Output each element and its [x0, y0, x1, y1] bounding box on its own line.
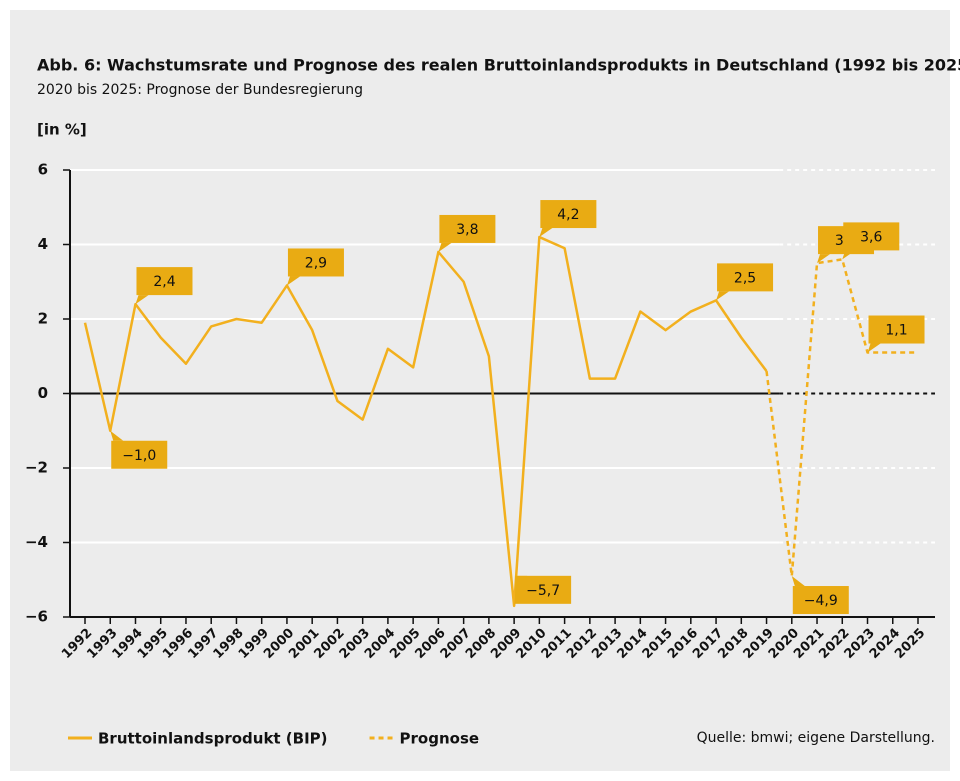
data-label: 2,5: [734, 270, 756, 286]
data-label: 3,8: [456, 222, 478, 238]
chart-title: Abb. 6: Wachstumsrate und Prognose des r…: [37, 56, 960, 75]
label-box: [136, 267, 193, 296]
label-pointer: [438, 242, 452, 252]
data-label: 2,4: [153, 274, 175, 290]
series-line: [83, 235, 768, 608]
y-tick-label: −4: [25, 533, 48, 551]
label-pointer: [791, 576, 805, 587]
data-label: −5,7: [526, 583, 560, 599]
label-box: [287, 248, 344, 277]
y-axis-label: [in %]: [37, 121, 87, 139]
y-tick-label: 0: [38, 384, 48, 402]
data-label: 4,2: [557, 207, 579, 223]
label-pointer: [817, 254, 831, 264]
series-line: [765, 258, 918, 578]
label-pointer: [286, 276, 300, 286]
label-pointer: [842, 250, 856, 260]
label-box: [843, 222, 900, 251]
data-label: 2,9: [305, 255, 327, 271]
label-box: [439, 214, 496, 243]
label-box: [717, 263, 774, 292]
source: Quelle: bmwi; eigene Darstellung.: [697, 730, 935, 746]
label-pointer: [867, 343, 881, 353]
y-tick-label: 4: [38, 235, 48, 253]
label-box: [540, 200, 597, 229]
panel: [10, 10, 950, 771]
legend-label: Prognose: [400, 730, 480, 748]
label-pointer: [716, 291, 730, 301]
y-tick-label: 6: [38, 161, 48, 179]
y-tick-label: −2: [25, 459, 48, 477]
data-label: 3,6: [860, 229, 882, 245]
label-pointer: [110, 430, 124, 441]
data-label: −4,9: [804, 593, 838, 609]
legend-label: Bruttoinlandsprodukt (BIP): [98, 730, 328, 748]
data-label: 1,1: [885, 323, 907, 339]
data-label: −1,0: [122, 448, 156, 464]
label-pointer: [135, 295, 149, 305]
label-box: [515, 575, 572, 604]
chart-subtitle: 2020 bis 2025: Prognose der Bundesregier…: [37, 82, 363, 98]
label-box: [792, 586, 849, 615]
label-pointer: [539, 228, 553, 238]
label-box: [111, 440, 168, 469]
label-box: [868, 315, 925, 344]
y-tick-label: 2: [38, 310, 48, 328]
y-tick-label: −6: [25, 608, 48, 626]
